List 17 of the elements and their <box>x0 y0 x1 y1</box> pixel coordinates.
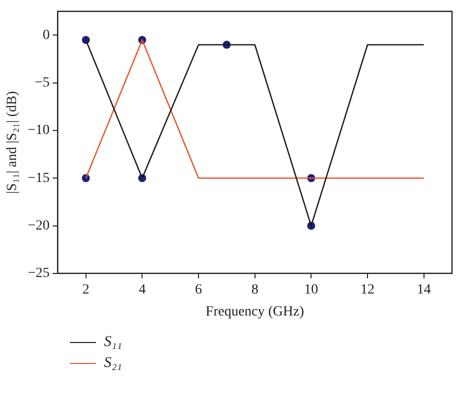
legend-label: S₂₁ <box>104 355 122 372</box>
y-tick-label: −25 <box>28 266 50 282</box>
x-tick-label: 14 <box>416 282 431 298</box>
x-tick-label: 6 <box>195 282 202 298</box>
y-axis-title: |S₁₁| and |S₂₁| (dB) <box>5 90 20 194</box>
x-tick-label: 10 <box>304 282 318 298</box>
x-tick-label: 4 <box>138 282 146 298</box>
y-tick-label: −15 <box>28 170 50 186</box>
y-tick-label: 0 <box>42 28 50 43</box>
y-tick-label: −5 <box>34 76 50 91</box>
legend-label: S₁₁ <box>104 334 122 351</box>
x-axis-title: Frequency (GHz) <box>206 304 304 320</box>
x-tick-label: 12 <box>360 282 375 298</box>
y-tick-label: −20 <box>28 218 50 234</box>
y-tick-label: −10 <box>28 123 50 138</box>
x-tick-label: 2 <box>82 282 90 298</box>
x-tick-label: 8 <box>251 282 258 298</box>
